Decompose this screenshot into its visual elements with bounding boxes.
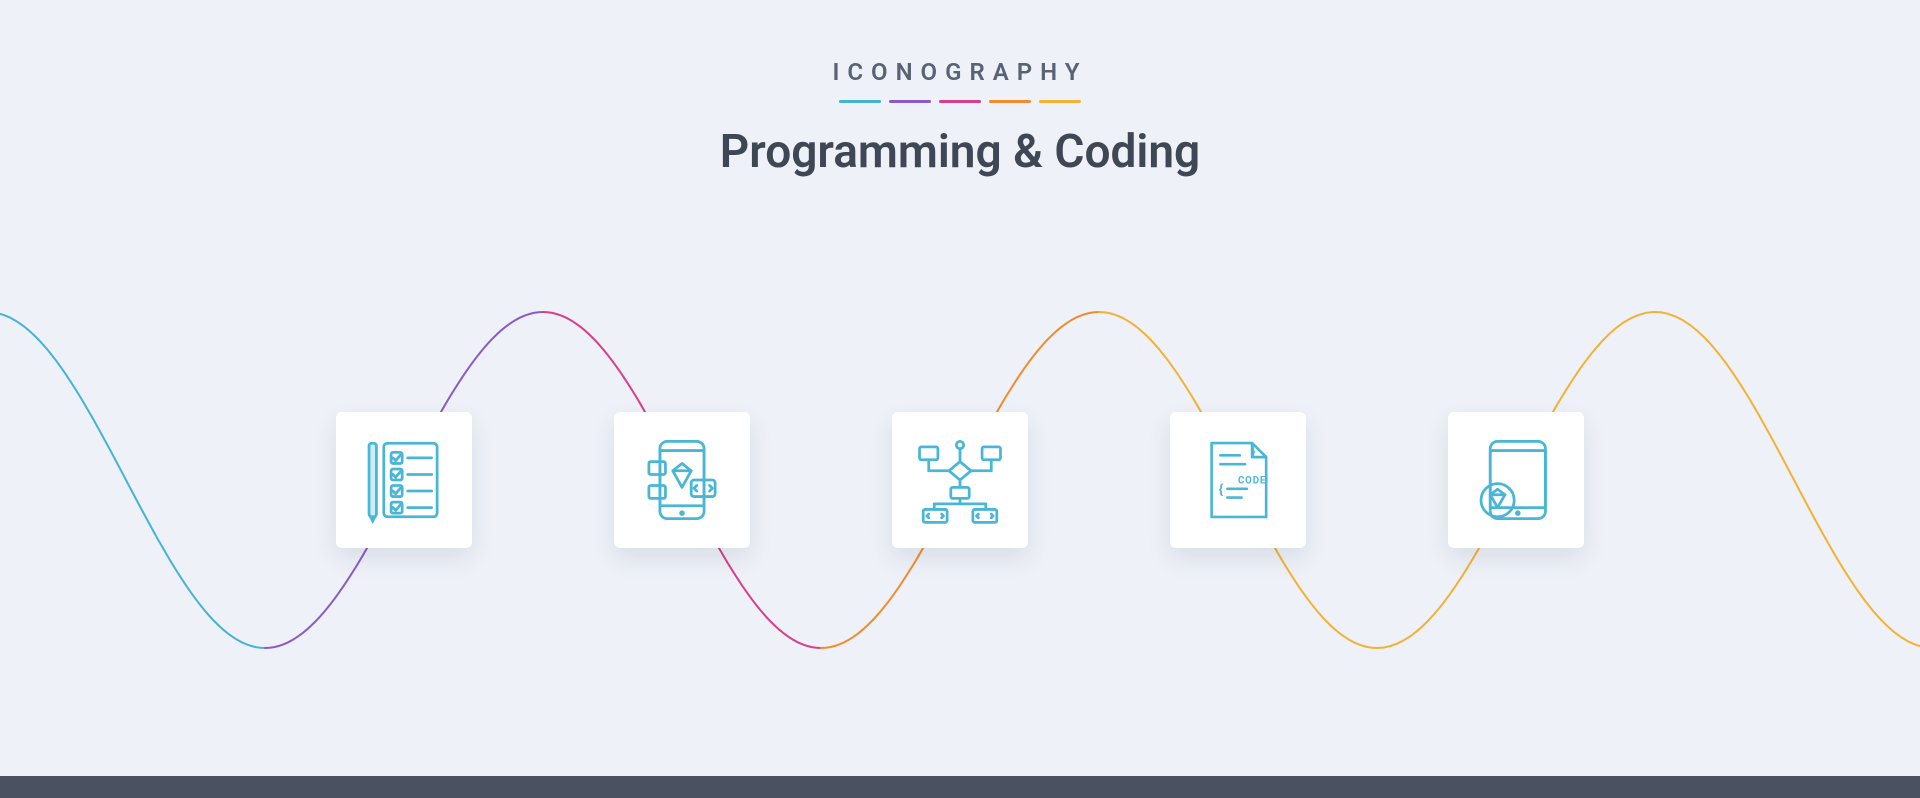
page-title: Programming & Coding xyxy=(0,125,1920,179)
checklist-pen-icon xyxy=(336,412,472,548)
flowchart-icon xyxy=(892,412,1028,548)
header: ICONOGRAPHY Programming & Coding xyxy=(0,0,1920,179)
icon-row: } { CODE xyxy=(0,412,1920,548)
code-file-icon: } { CODE xyxy=(1170,412,1306,548)
divider-segment xyxy=(889,100,931,103)
mobile-diamond-icon xyxy=(614,412,750,548)
svg-text:{: { xyxy=(1219,482,1224,498)
divider-segment xyxy=(989,100,1031,103)
code-file-label: CODE xyxy=(1238,476,1266,487)
divider-segment xyxy=(939,100,981,103)
brand-divider xyxy=(0,100,1920,103)
svg-text:}: } xyxy=(1252,445,1256,459)
tablet-diamond-icon xyxy=(1448,412,1584,548)
divider-segment xyxy=(839,100,881,103)
brand-text: ICONOGRAPHY xyxy=(0,58,1920,86)
footer-bar xyxy=(0,776,1920,798)
divider-segment xyxy=(1039,100,1081,103)
